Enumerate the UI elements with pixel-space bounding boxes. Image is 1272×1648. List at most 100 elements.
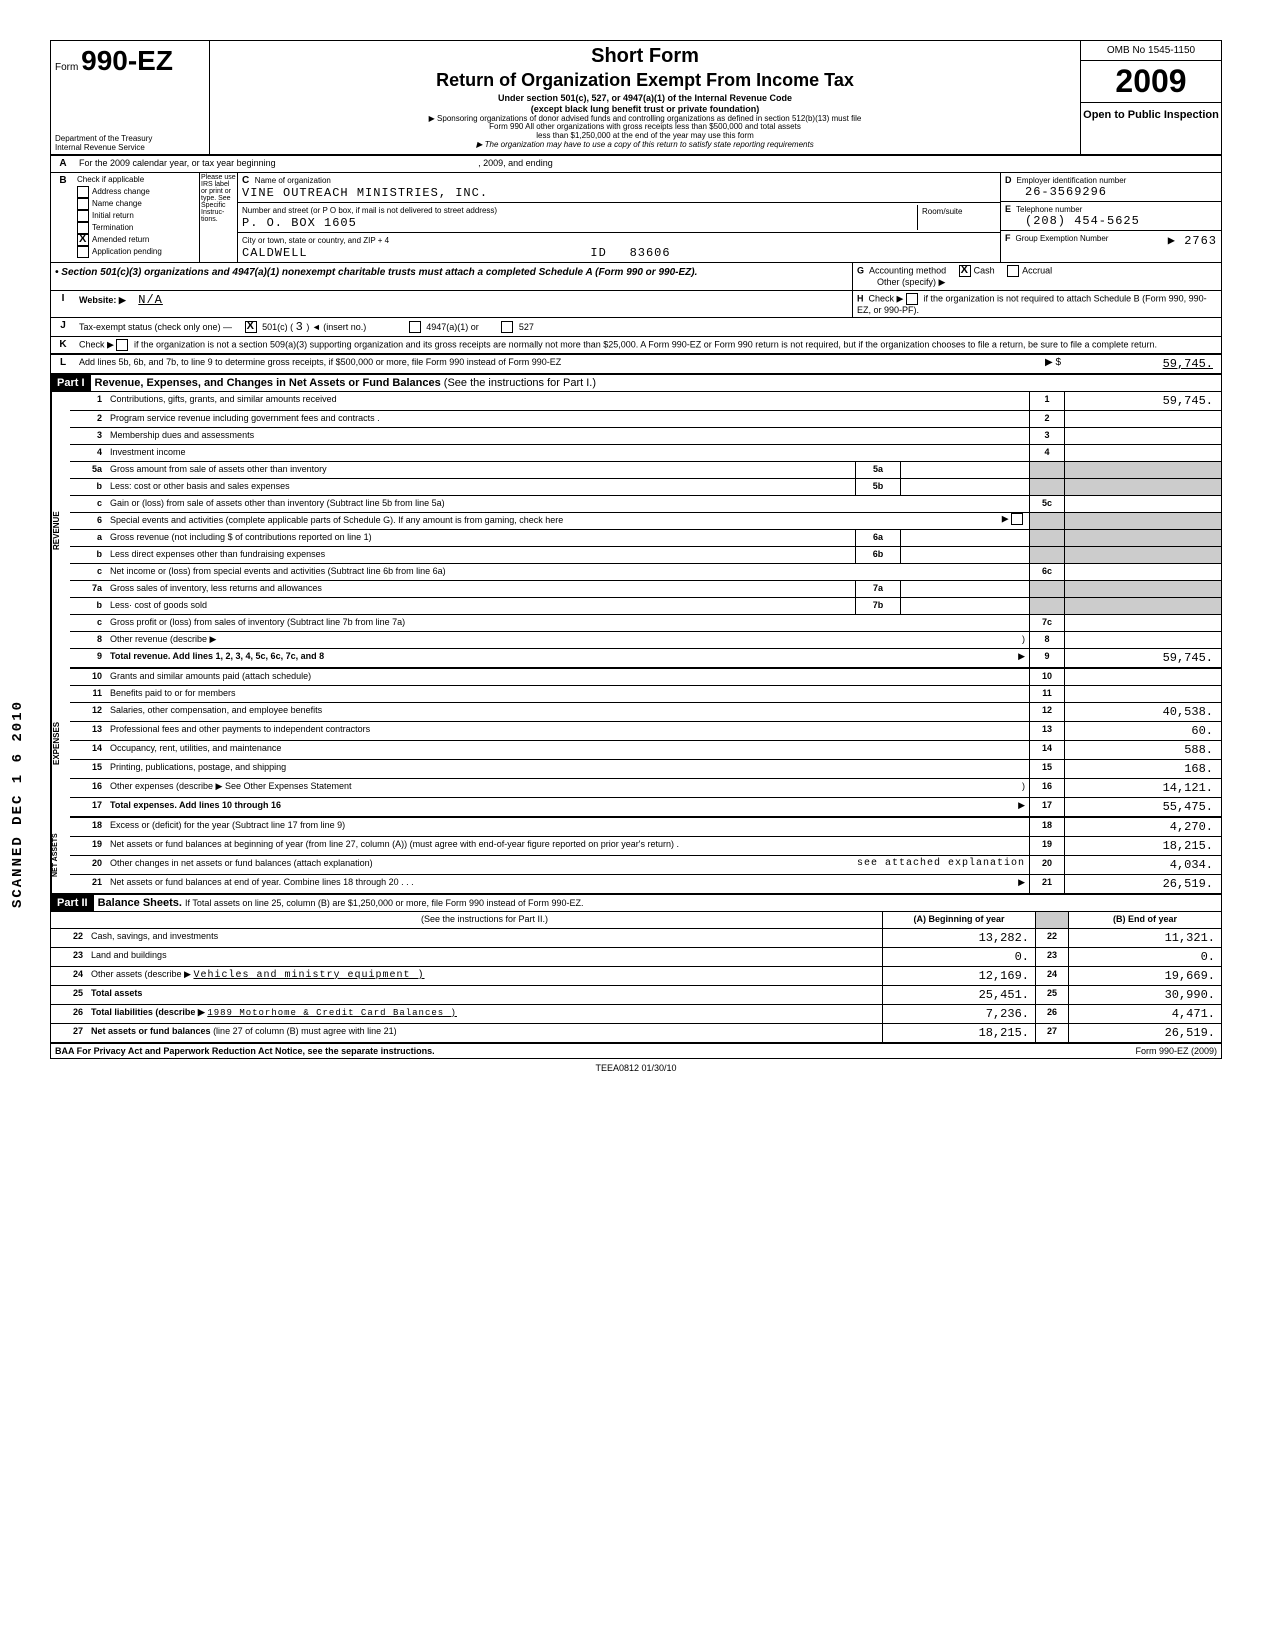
part2-label: Part II [51,895,94,911]
k-note: if the organization is not a section 509… [134,339,1157,349]
check-cash[interactable] [959,265,971,277]
check-k[interactable] [116,339,128,351]
l26-begin: 7,236. [882,1005,1035,1023]
l24-begin: 12,169. [882,967,1035,985]
check-name[interactable] [77,198,89,210]
l22-begin: 13,282. [882,929,1035,947]
line9-amount: 59,745. [1064,649,1221,667]
k-check-label: Check ▶ [79,339,114,349]
form-header: Form 990-EZ Department of the Treasury I… [51,41,1221,156]
l25-end: 30,990. [1068,986,1221,1004]
check-pending[interactable] [77,246,89,258]
line1-amount: 59,745. [1064,392,1221,410]
l23-end: 0. [1068,948,1221,966]
l27-begin: 18,215. [882,1024,1035,1042]
form-label: Form [55,62,78,73]
letter-i: I [51,291,75,317]
group-value: ▶ 2763 [1168,233,1217,248]
check-initial[interactable] [77,210,89,222]
accounting-other: Other (specify) ▶ [877,277,945,287]
l-amount-label: ▶ $ [997,355,1065,373]
scanned-stamp: SCANNED DEC 1 6 2010 [10,700,26,908]
part2-note: If Total assets on line 25, column (B) a… [185,898,584,908]
addr-label: Number and street (or P O box, if mail i… [242,206,497,215]
h-check-label: Check ▶ [869,293,904,303]
gaming-check[interactable] [1011,513,1023,525]
city: CALDWELL [242,246,308,260]
line16-amount: 14,121. [1064,779,1221,797]
l-amount: 59,745. [1065,355,1221,373]
l27-end: 26,519. [1068,1024,1221,1042]
letter-a: A [51,156,75,172]
open-public: Open to Public Inspection [1081,103,1221,127]
line14-amount: 588. [1064,741,1221,759]
footer-code: TEEA0812 01/30/10 [50,1063,1222,1073]
part1-note: (See the instructions for Part I.) [444,377,596,389]
name-label: Name of organization [255,176,331,185]
line19-amount: 18,215. [1064,837,1221,855]
tax-exempt-label: Tax-exempt status (check only one) — [79,322,232,332]
form-990ez: Form 990-EZ Department of the Treasury I… [50,40,1222,1059]
letter-l: L [51,355,75,373]
part1-title: Revenue, Expenses, and Changes in Net As… [95,377,441,389]
city-label: City or town, state or country, and ZIP … [242,236,389,245]
website-value: N/A [138,293,163,307]
check-accrual[interactable] [1007,265,1019,277]
line18-amount: 4,270. [1064,818,1221,836]
phone-label: Telephone number [1016,205,1082,214]
subtitle1: Under section 501(c), 527, or 4947(a)(1)… [218,93,1072,104]
check-amended[interactable] [77,234,89,246]
tax-year: 2009 [1081,61,1221,103]
form-ref: Form 990-EZ (2009) [1037,1046,1217,1056]
irs-label: Internal Revenue Service [55,143,152,152]
line13-amount: 60. [1064,722,1221,740]
dept-treasury: Department of the Treasury [55,134,152,143]
phone: (208) 454-5625 [1025,214,1140,228]
check-schedule-b[interactable] [906,293,918,305]
col-a-header: (A) Beginning of year [882,912,1035,928]
omb-number: OMB No 1545-1150 [1081,41,1221,61]
group-label: Group Exemption Number [1016,234,1109,243]
section-501: • Section 501(c)(3) organizations and 49… [51,263,852,290]
l26-end: 4,471. [1068,1005,1221,1023]
l23-begin: 0. [882,948,1035,966]
line20-amount: 4,034. [1064,856,1221,874]
letter-k: K [51,337,75,353]
revenue-label: REVENUE [51,392,70,669]
letter-j: J [51,318,75,336]
letter-b: B [51,173,75,262]
short-form-title: Short Form [218,45,1072,68]
return-title: Return of Organization Exempt From Incom… [218,70,1072,91]
note4: ▶ The organization may have to use a cop… [218,141,1072,150]
check-address[interactable] [77,186,89,198]
ein: 26-3569296 [1025,185,1107,199]
part1-label: Part I [51,375,91,391]
section-a-mid: , 2009, and ending [478,158,553,168]
l-text: Add lines 5b, 6b, and 7b, to line 9 to d… [75,355,997,373]
l25-begin: 25,451. [882,986,1035,1004]
line21-amount: 26,519. [1064,875,1221,893]
col-b-header: (B) End of year [1068,912,1221,928]
expenses-label: EXPENSES [51,669,70,818]
baa-notice: BAA For Privacy Act and Paperwork Reduct… [55,1046,435,1056]
check-501c[interactable] [245,321,257,333]
zip: 83606 [630,246,671,260]
website-label: Website: ▶ [79,295,126,305]
check-label: Check if applicable [77,175,197,184]
org-name: VINE OUTREACH MINISTRIES, INC. [242,186,488,200]
state: ID [590,246,606,260]
part2-instructions: (See the instructions for Part II.) [87,912,882,928]
room-label: Room/suite [917,205,996,230]
l22-end: 11,321. [1068,929,1221,947]
subtitle2: (except black lung benefit trust or priv… [218,104,1072,115]
check-527[interactable] [501,321,513,333]
form-number: 990-EZ [81,45,173,76]
please-use-irs: Please use IRS label or print or type. S… [200,173,238,262]
part2-title: Balance Sheets. [98,897,182,909]
line12-amount: 40,538. [1064,703,1221,721]
check-4947[interactable] [409,321,421,333]
l24-end: 19,669. [1068,967,1221,985]
line15-amount: 168. [1064,760,1221,778]
ein-label: Employer identification number [1017,176,1127,185]
accounting-label: Accounting method [869,265,946,275]
